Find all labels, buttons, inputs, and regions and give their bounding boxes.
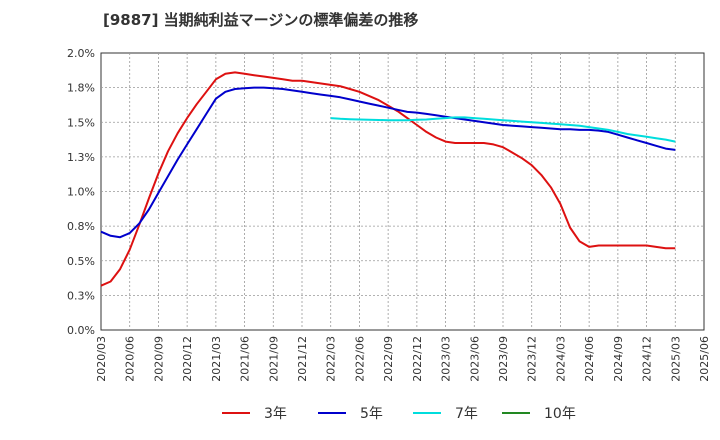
y-tick-label: 0.5%	[67, 255, 95, 268]
y-tick-label: 1.8%	[67, 82, 95, 95]
y-tick-label: 0.8%	[67, 220, 95, 233]
x-tick-label: 2020/06	[124, 336, 137, 382]
x-tick-label: 2021/09	[267, 336, 280, 382]
x-tick-label: 2021/06	[239, 336, 252, 382]
chart-title: [9887] 当期純利益マージンの標準偏差の推移	[103, 11, 418, 29]
legend: 3年 5年 7年 10年	[222, 406, 576, 422]
y-tick-label: 1.0%	[67, 186, 95, 199]
x-tick-label: 2022/03	[325, 336, 338, 382]
x-tick-label: 2021/12	[296, 336, 309, 382]
x-tick-label: 2023/06	[468, 336, 481, 382]
y-tick-label: 0.3%	[67, 289, 95, 302]
legend-label-4: 10年	[544, 406, 576, 422]
legend-label-2: 5年	[360, 406, 383, 422]
legend-label-3: 7年	[455, 406, 478, 422]
x-tick-label: 2024/09	[612, 336, 625, 382]
y-tick-label: 1.5%	[67, 116, 95, 129]
y-tick-label: 1.3%	[67, 151, 95, 164]
x-tick-label: 2024/12	[641, 336, 654, 382]
y-tick-label: 2.0%	[67, 47, 95, 60]
x-tick-label: 2020/12	[181, 336, 194, 382]
x-tick-label: 2023/12	[526, 336, 539, 382]
series-lines	[100, 71, 676, 287]
x-tick-label: 2022/09	[382, 336, 395, 382]
x-tick-label: 2022/12	[411, 336, 424, 382]
x-tick-label: 2024/06	[583, 336, 596, 382]
x-tick-label: 2024/03	[554, 336, 567, 382]
x-tick-label: 2020/03	[95, 336, 108, 382]
x-tick-label: 2021/03	[210, 336, 223, 382]
x-tick-label: 2023/03	[440, 336, 453, 382]
x-tick-label: 2020/09	[152, 336, 165, 382]
x-axis: 2020/03 2020/06 2020/09 2020/12 2021/03 2021/…	[95, 336, 711, 382]
x-tick-label: 2023/09	[497, 336, 510, 382]
series-line-2	[100, 86, 676, 239]
x-tick-label: 2025/03	[669, 336, 682, 382]
legend-label-1: 3年	[264, 406, 287, 422]
y-tick-label: 0.0%	[67, 324, 95, 337]
x-tick-label: 2025/06	[698, 336, 711, 382]
x-tick-label: 2022/06	[353, 336, 366, 382]
series-line-1	[100, 71, 676, 287]
y-axis: 0.0% 0.3% 0.5% 0.8% 1.0% 1.3% 1.5% 1.8% 2.0%	[67, 47, 95, 337]
series-line-3	[330, 116, 676, 143]
